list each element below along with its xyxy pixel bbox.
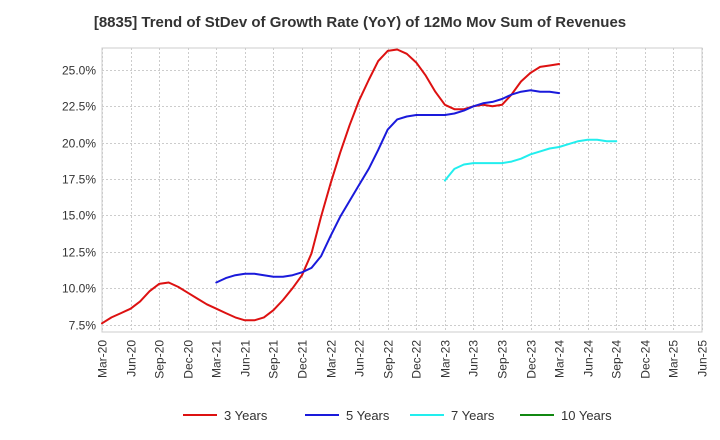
x-tick-label: Jun-21 [239,340,253,377]
x-tick-label: Mar-21 [210,340,224,378]
series-line-7-years [443,138,618,182]
y-tick-label: 12.5% [62,246,96,260]
x-tick-label: Sep-24 [610,340,624,379]
legend-label-10-years: 10 Years [561,408,612,423]
x-tick-label: Sep-20 [153,340,167,379]
x-tick-label: Mar-25 [667,340,681,378]
x-tick-label: Mar-24 [553,340,567,378]
x-tick-label: Mar-20 [96,340,110,378]
y-tick-label: 20.0% [62,137,96,151]
x-tick-label: Jun-24 [582,340,596,377]
x-tick-label: Dec-23 [525,340,539,379]
x-tick-label: Jun-22 [353,340,367,377]
legend-label-3-years: 3 Years [224,408,268,423]
y-tick-label: 25.0% [62,64,96,78]
x-tick-label: Mar-22 [325,340,339,378]
y-tick-label: 22.5% [62,100,96,114]
x-tick-label: Mar-23 [439,340,453,378]
x-tick-label: Dec-24 [639,340,653,379]
legend-label-5-years: 5 Years [346,408,390,423]
x-tick-label: Jun-25 [696,340,710,377]
y-tick-label: 17.5% [62,173,96,187]
y-tick-label: 10.0% [62,282,96,296]
x-tick-label: Sep-21 [267,340,281,379]
chart-title: [8835] Trend of StDev of Growth Rate (Yo… [93,14,627,31]
x-tick-label: Sep-22 [382,340,396,379]
plot-area [101,47,703,333]
x-tick-label: Jun-20 [125,340,139,377]
y-tick-label: 7.5% [69,319,97,333]
legend-label-7-years: 7 Years [451,408,495,423]
x-tick-label: Dec-21 [296,340,310,379]
x-tick-label: Dec-22 [410,340,424,379]
y-tick-label: 15.0% [62,209,96,223]
x-tick-label: Sep-23 [496,340,510,379]
series-line-5-years [215,89,561,284]
x-tick-label: Dec-20 [182,340,196,379]
series-line-3-years [101,48,561,325]
x-tick-label: Jun-23 [467,340,481,377]
